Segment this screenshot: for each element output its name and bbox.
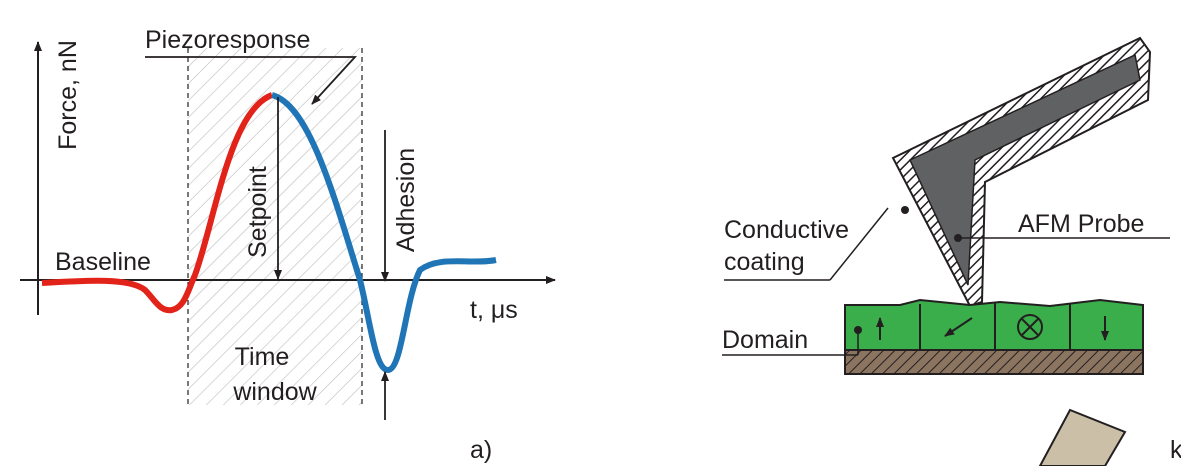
piezoresponse-label: Piezoresponse: [145, 26, 310, 54]
domain-label: Domain: [722, 326, 808, 354]
sample-holder: [1040, 410, 1125, 466]
baseline-label: Baseline: [55, 248, 151, 276]
time-window-label: window: [232, 378, 317, 406]
adhesion-label: Adhesion: [392, 148, 420, 252]
time-window-label: Time: [235, 343, 290, 371]
substrate: [845, 350, 1143, 374]
cropped-label: k: [1170, 436, 1181, 464]
setpoint-label: Setpoint: [244, 166, 272, 258]
probe-label: AFM Probe: [1018, 210, 1144, 238]
right-panel: Conductive coating AFM Probe Domain k: [722, 38, 1181, 466]
y-axis-label: Force, nN: [54, 40, 82, 150]
left-panel: Piezoresponse Force, nN Baseline Setpoin…: [20, 26, 555, 464]
coating-label: Conductive: [724, 216, 849, 244]
panel-label: a): [470, 436, 492, 464]
leader-dot: [954, 234, 962, 242]
figure: Piezoresponse Force, nN Baseline Setpoin…: [0, 0, 1181, 466]
coating-label: coating: [724, 248, 805, 276]
leader-dot: [901, 206, 909, 214]
x-axis-label: t, μs: [470, 296, 518, 324]
